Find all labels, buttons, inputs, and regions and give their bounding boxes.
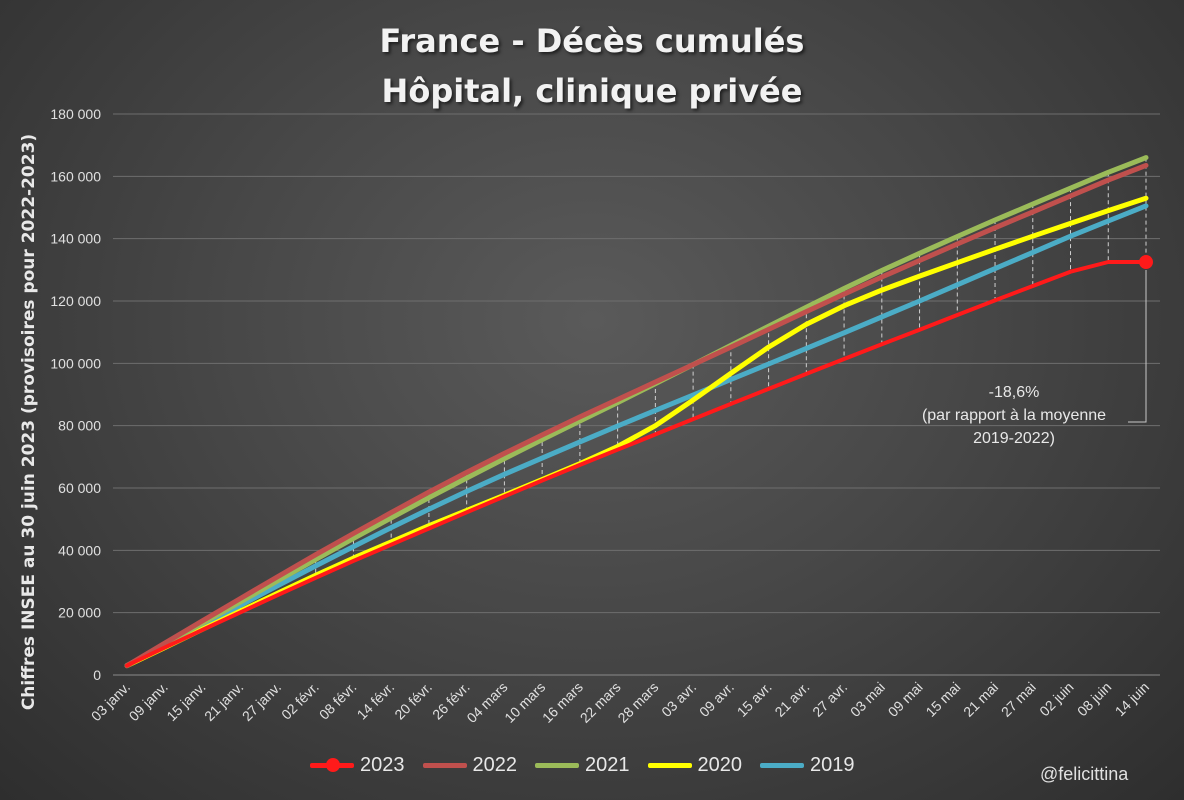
x-tick-label-26: 08 juin [1074,679,1114,719]
x-tick-label-18: 21 avr. [771,679,812,720]
gridlines [113,113,1160,676]
y-axis-label: Chiffres INSEE au 30 juin 2023 (provisoi… [19,133,39,711]
legend-swatch-2019 [760,762,804,768]
legend-swatch-2021 [535,762,579,768]
y-tick-label-1: 20 000 [58,605,101,621]
x-tick-label-6: 08 févr. [316,679,360,723]
legend-label-2020: 2020 [697,753,743,776]
y-tick-labels: 0 20 000 40 000 60 000 80 000 100 000 120 000 1… [50,106,101,683]
legend-item-2019: 2019 [760,754,855,777]
legend-swatch-2020 [647,762,692,768]
annotation-leader-line [1128,270,1147,423]
x-tick-label-20: 03 mai [847,679,888,720]
legend: 2023 2022 2021 2020 2019 [310,752,855,778]
y-tick-label-6: 120 000 [50,293,101,309]
legend-label-2019: 2019 [810,753,855,776]
x-tick-label-24: 27 mai [998,679,1039,720]
series-lines [124,155,1153,669]
legend-label-2021: 2021 [585,753,630,776]
annotation-leader [1128,270,1147,423]
annotation-line-2: (par rapport à la moyenne [921,407,1107,424]
legend-label-2022: 2022 [472,753,518,776]
y-tick-label-5: 100 000 [50,355,101,371]
x-tick-label-5: 02 févr. [278,679,322,723]
x-tick-label-19: 27 avr. [809,679,850,720]
chart-title-line-1: France - Décès cumulés [379,22,805,60]
x-tick-label-10: 04 mars [463,679,510,726]
x-tick-label-17: 15 avr. [734,679,775,720]
x-tick-label-14: 28 mars [614,679,661,726]
watermark: @felicittina [1040,764,1129,784]
x-tick-label-8: 20 févr. [391,679,435,723]
x-tick-label-3: 21 janv. [201,679,246,724]
x-tick-label-21: 09 mai [885,679,926,720]
legend-marker-2023 [326,757,340,772]
legend-item-2021: 2021 [535,754,630,777]
y-tick-label-8: 160 000 [50,168,101,184]
legend-item-2020: 2020 [647,753,743,777]
legend-item-2022: 2022 [422,753,518,777]
annotation-line-3: 2019-2022) [973,430,1055,447]
x-tick-labels: 03 janv.09 janv.15 janv.21 janv.27 janv.… [88,679,1152,726]
series-end-marker-2023 [1139,255,1153,270]
series-line-2019 [124,203,1149,669]
y-tick-label-0: 0 [93,667,101,683]
x-tick-label-13: 22 mars [577,679,624,726]
x-tick-label-23: 21 mai [960,679,1001,720]
annotation-line-1: -18,6% [988,384,1040,401]
series-line-2022 [124,162,1149,669]
y-tick-label-2: 40 000 [58,542,101,558]
x-tick-label-22: 15 mai [922,679,963,720]
x-tick-label-15: 03 avr. [658,679,699,720]
x-tick-label-16: 09 avr. [696,679,737,720]
y-tick-label-4: 80 000 [58,418,101,434]
series-line-2020 [124,195,1149,669]
y-tick-label-3: 60 000 [58,480,101,496]
y-tick-label-7: 140 000 [50,231,101,247]
x-tick-label-7: 14 févr. [354,679,398,723]
x-tick-label-27: 14 juin [1112,679,1152,719]
legend-swatch-2023 [310,757,354,772]
legend-swatch-2022 [422,762,467,768]
legend-item-2023: 2023 [310,754,405,777]
x-tick-label-11: 10 mars [501,679,548,726]
legend-label-2023: 2023 [360,753,405,776]
annotation: -18,6% (par rapport à la moyenne 2019-20… [884,381,1144,450]
x-tick-label-12: 16 mars [539,679,586,726]
series-line-2023 [125,260,1148,668]
x-tick-label-0: 03 janv. [88,679,133,724]
x-tick-label-1: 09 janv. [126,679,171,724]
x-tick-label-4: 27 janv. [239,679,284,724]
chart-title-line-2: Hôpital, clinique privée [381,72,803,110]
y-tick-label-9: 180 000 [50,106,101,122]
x-tick-label-2: 15 janv. [163,679,208,724]
x-tick-label-25: 02 juin [1036,679,1076,719]
